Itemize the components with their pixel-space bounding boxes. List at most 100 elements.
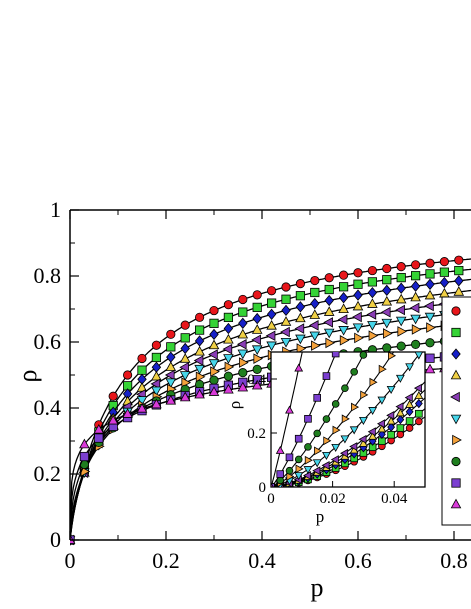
inset-data-point xyxy=(341,384,349,393)
inset-data-point xyxy=(405,363,415,372)
legend-marker-3 xyxy=(451,348,461,360)
data-point xyxy=(324,284,334,295)
data-point xyxy=(223,322,234,335)
data-point xyxy=(237,381,249,392)
data-point xyxy=(296,343,307,354)
data-point xyxy=(180,333,190,343)
inset-data-point xyxy=(369,377,378,387)
data-point xyxy=(310,275,320,286)
inset-data-point xyxy=(285,453,294,462)
inset-y-tick-label: 0 xyxy=(259,480,267,496)
inset-data-point xyxy=(387,352,397,361)
data-point xyxy=(251,334,261,346)
data-point xyxy=(223,333,234,344)
data-point xyxy=(223,371,233,381)
inset-plot-area xyxy=(271,352,425,487)
y-tick-label: 0.6 xyxy=(34,329,62,354)
inset-data-point xyxy=(368,407,378,416)
inset-data-point xyxy=(294,363,304,372)
inset-x-tick-label: 0.04 xyxy=(381,491,408,507)
data-point xyxy=(165,394,177,405)
x-tick-label: 0.4 xyxy=(248,548,276,573)
data-point xyxy=(222,343,233,355)
inset-series-8 xyxy=(271,352,368,487)
data-point xyxy=(209,305,219,316)
data-point xyxy=(338,292,349,304)
data-point xyxy=(70,534,76,544)
inset-data-point xyxy=(349,442,358,451)
data-point xyxy=(410,339,421,350)
y-tick-label: 0.8 xyxy=(34,263,62,288)
inset-data-point xyxy=(351,402,360,412)
data-point xyxy=(151,398,162,409)
y-tick-label: 0.4 xyxy=(34,395,62,420)
data-point xyxy=(425,338,435,348)
data-point xyxy=(367,277,378,287)
inset-data-point xyxy=(377,396,387,405)
data-point xyxy=(194,388,205,399)
data-point xyxy=(179,391,191,402)
data-point xyxy=(251,324,263,334)
x-tick-label: 0 xyxy=(65,548,76,573)
data-point xyxy=(238,307,248,317)
data-point xyxy=(252,312,262,325)
inset-data-point xyxy=(396,430,405,439)
data-point xyxy=(193,355,204,366)
data-point xyxy=(338,270,349,280)
inset-series-line xyxy=(271,352,303,487)
inset-data-point xyxy=(303,466,313,475)
data-point xyxy=(295,301,306,313)
data-point xyxy=(239,357,249,368)
data-point xyxy=(354,332,364,344)
data-point xyxy=(353,289,363,301)
data-point xyxy=(425,258,435,268)
inset-data-point xyxy=(313,394,321,402)
inset-data-point xyxy=(322,415,331,423)
inset-data-point xyxy=(312,459,322,468)
data-point xyxy=(310,287,320,298)
inset-data-point xyxy=(294,455,303,464)
data-point xyxy=(253,353,264,364)
data-point xyxy=(238,317,248,329)
data-point xyxy=(310,297,320,310)
inset-data-point xyxy=(349,426,359,435)
inset-data-point xyxy=(323,436,332,446)
data-point xyxy=(108,391,118,401)
data-point xyxy=(281,282,291,292)
x-tick-label: 0.2 xyxy=(152,548,180,573)
data-point xyxy=(223,300,233,310)
inset-data-point xyxy=(386,385,396,394)
data-point xyxy=(223,383,234,394)
data-point xyxy=(308,320,319,331)
data-point xyxy=(208,386,220,396)
data-point xyxy=(367,286,378,299)
data-point xyxy=(424,363,436,374)
y-axis-title: ρ xyxy=(13,370,42,383)
data-point xyxy=(324,273,334,283)
data-point xyxy=(194,345,205,356)
data-point xyxy=(411,324,422,335)
data-point xyxy=(426,322,436,333)
x-axis-title: p xyxy=(311,573,324,602)
data-point xyxy=(454,255,464,265)
inset-data-point xyxy=(414,390,424,399)
inset-data-point xyxy=(275,445,285,454)
data-point xyxy=(266,319,277,330)
inset-data-point xyxy=(415,417,423,426)
data-point xyxy=(395,304,405,316)
data-point xyxy=(194,364,205,375)
data-point xyxy=(410,260,421,270)
inset-data-point xyxy=(276,470,285,478)
data-point xyxy=(324,294,334,307)
data-point xyxy=(209,375,219,385)
data-point xyxy=(382,263,392,274)
inset-data-point xyxy=(358,416,368,425)
data-point xyxy=(238,368,248,378)
data-point xyxy=(180,320,190,330)
data-point xyxy=(366,309,377,320)
legend-marker-5 xyxy=(450,391,460,403)
data-point xyxy=(166,342,176,352)
legend xyxy=(441,296,471,526)
data-point xyxy=(383,328,393,339)
